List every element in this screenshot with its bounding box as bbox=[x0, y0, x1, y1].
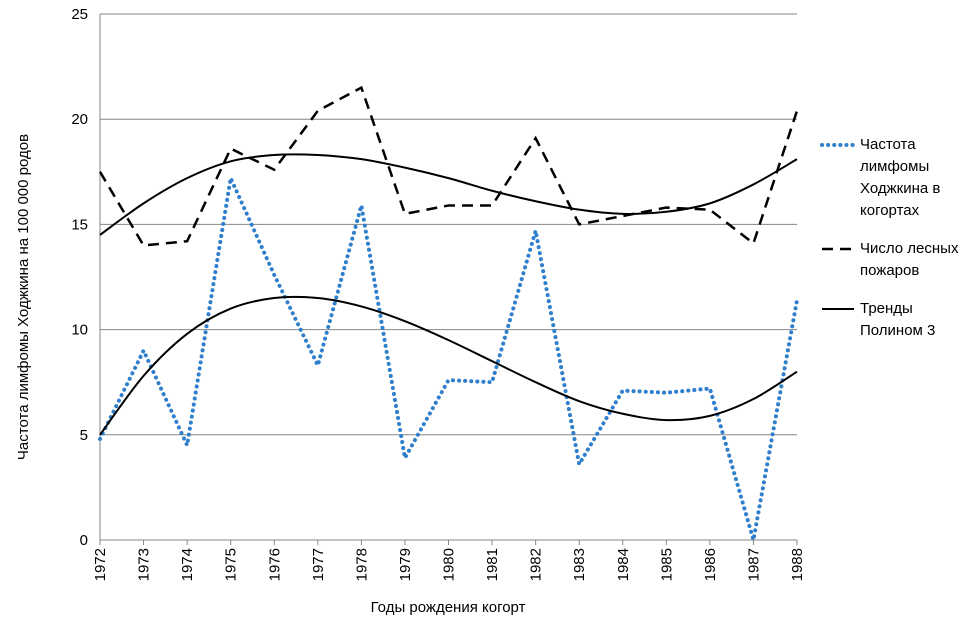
x-tick-label: 1987 bbox=[745, 548, 762, 581]
legend-swatch bbox=[820, 143, 856, 147]
legend-label: Тренды Полином 3 bbox=[860, 300, 936, 339]
x-tick-label: 1986 bbox=[702, 548, 719, 581]
x-tick-label: 1982 bbox=[528, 548, 545, 581]
series-line bbox=[99, 153, 798, 236]
y-tick-label: 10 bbox=[71, 322, 88, 339]
x-tick-label: 1974 bbox=[179, 548, 196, 581]
legend-label: Число лесных пожаров bbox=[860, 240, 959, 279]
x-tick-label: 1981 bbox=[484, 548, 501, 581]
legend-label: Частота лимфомы Ходжкина в когортах bbox=[860, 136, 941, 219]
x-tick-label: 1973 bbox=[136, 548, 153, 581]
x-tick-label: 1976 bbox=[266, 548, 283, 581]
series-line bbox=[98, 171, 799, 541]
legend-swatch bbox=[822, 247, 854, 251]
x-tick-label: 1978 bbox=[353, 548, 370, 581]
series-line bbox=[98, 85, 799, 247]
legend-item: Тренды Полином 3 bbox=[820, 298, 975, 342]
y-axis-title: Частота лимфомы Ходжкина на 100 000 родо… bbox=[15, 134, 32, 460]
x-tick-label: 1983 bbox=[571, 548, 588, 581]
legend-swatch bbox=[822, 308, 854, 310]
x-tick-label: 1988 bbox=[789, 548, 806, 581]
legend-item: Частота лимфомы Ходжкина в когортах bbox=[820, 134, 975, 222]
y-tick-label: 25 bbox=[71, 6, 88, 23]
x-tick-label: 1975 bbox=[223, 548, 240, 581]
series-line bbox=[99, 295, 798, 436]
x-tick-label: 1979 bbox=[397, 548, 414, 581]
y-tick-label: 15 bbox=[71, 216, 88, 233]
x-tick-label: 1984 bbox=[615, 548, 632, 581]
legend: Частота лимфомы Ходжкина в когортах Число… bbox=[820, 134, 975, 358]
x-tick-label: 1985 bbox=[658, 548, 675, 581]
x-tick-label: 1977 bbox=[310, 548, 327, 581]
y-tick-label: 0 bbox=[80, 532, 88, 549]
y-tick-label: 20 bbox=[71, 111, 88, 128]
legend-item: Число лесных пожаров bbox=[820, 238, 975, 282]
x-axis-title: Годы рождения когорт bbox=[371, 599, 526, 616]
x-tick-label: 1972 bbox=[92, 548, 109, 581]
y-tick-label: 5 bbox=[80, 427, 88, 444]
x-tick-label: 1980 bbox=[441, 548, 458, 581]
